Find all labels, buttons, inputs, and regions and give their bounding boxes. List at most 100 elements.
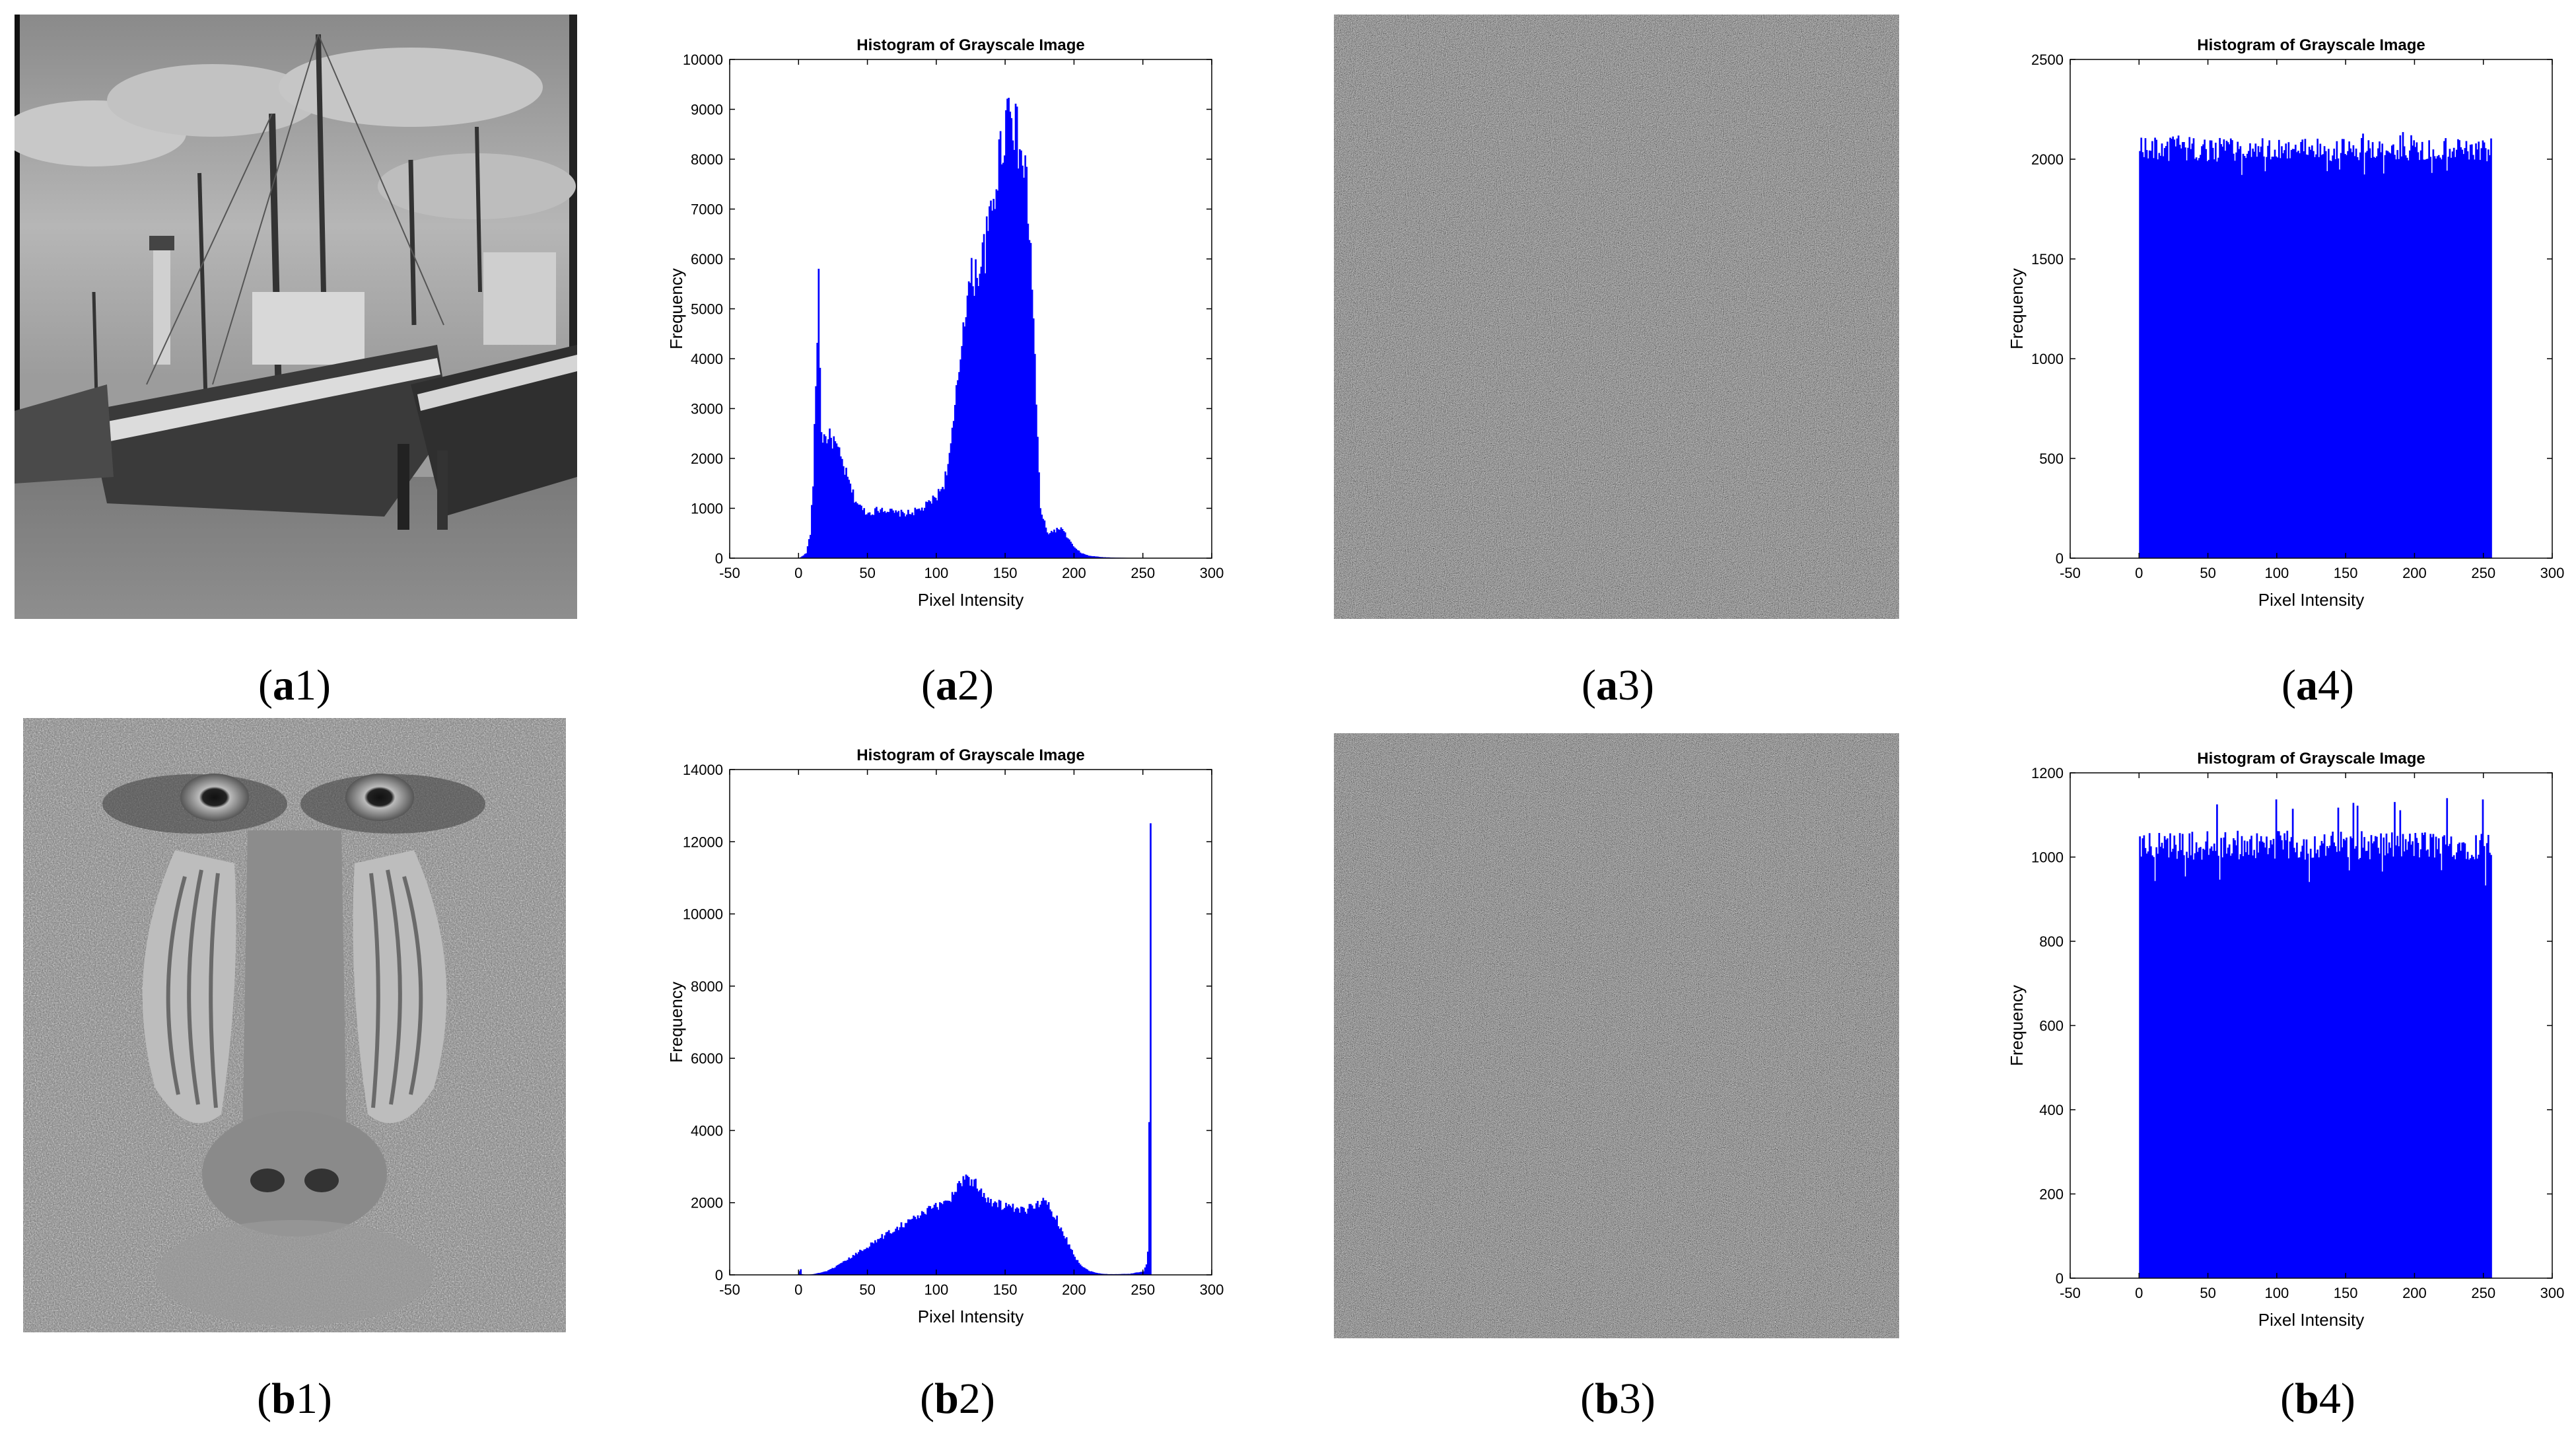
histogram-bar <box>981 242 984 558</box>
histogram-bar <box>1059 529 1061 558</box>
histogram-bar <box>2470 855 2473 1278</box>
histogram-bar <box>2145 150 2148 559</box>
histogram-bar <box>2178 833 2181 1278</box>
histogram-bar <box>2180 849 2182 1278</box>
histogram-bar <box>2409 150 2411 558</box>
histogram-bar <box>957 1183 959 1275</box>
histogram-bar <box>1098 1273 1101 1275</box>
histogram-bar <box>933 497 936 558</box>
histogram-bar <box>2285 143 2287 559</box>
histogram-bar <box>944 471 947 558</box>
histogram-bar <box>2287 858 2290 1278</box>
histogram-bar <box>2168 161 2170 558</box>
histogram-bar <box>2280 158 2281 558</box>
histogram-bar <box>1005 110 1007 559</box>
histogram-bar <box>1127 1274 1130 1275</box>
histogram-bar <box>860 505 862 558</box>
histogram-bar <box>2147 851 2149 1278</box>
histogram-bar <box>914 1217 917 1275</box>
histogram-bar <box>877 1239 879 1275</box>
histogram-bar <box>2476 858 2478 1278</box>
histogram-bar <box>2291 149 2294 559</box>
x-tick-label: 200 <box>1062 565 1086 581</box>
x-tick-label: -50 <box>719 1281 740 1298</box>
histogram-bar <box>948 452 951 558</box>
histogram-bar <box>2234 161 2236 559</box>
histogram-bar <box>868 512 871 558</box>
histogram-bar <box>951 1192 954 1275</box>
histogram-bar <box>2376 156 2378 559</box>
histogram-bar <box>2250 836 2252 1278</box>
histogram-bar <box>876 1242 878 1275</box>
histogram-bar <box>999 1200 1002 1275</box>
histogram-bar <box>2285 840 2287 1278</box>
histogram-bar <box>915 1219 918 1275</box>
histogram-bar <box>833 436 835 558</box>
histogram-bar <box>819 367 821 558</box>
histogram-bar <box>917 509 919 558</box>
histogram-bar <box>2396 150 2398 558</box>
histogram-bar <box>2311 857 2313 1278</box>
histogram-bar <box>2475 143 2477 559</box>
histogram-bar <box>2186 160 2188 559</box>
bars <box>800 98 1150 559</box>
histogram-bar <box>1057 1226 1060 1275</box>
histogram-bar <box>2231 853 2233 1278</box>
histogram-bar <box>2149 151 2152 558</box>
histogram-bar <box>2453 855 2455 1278</box>
histogram-bar <box>2379 141 2381 559</box>
x-axis-label: Pixel Intensity <box>2258 1310 2364 1330</box>
histogram-bar <box>2275 156 2278 559</box>
histogram-bar <box>915 509 918 558</box>
histogram-bar <box>892 1232 894 1275</box>
histogram-bar <box>1026 1213 1028 1275</box>
histogram-bar <box>2204 849 2206 1278</box>
histogram-bar <box>2424 159 2426 558</box>
histogram-bar <box>979 1190 981 1275</box>
histogram-bar <box>2408 160 2410 558</box>
histogram-bar <box>2271 157 2274 559</box>
histogram-bar <box>956 1192 957 1275</box>
histogram-bar <box>2486 161 2488 558</box>
histogram-bar <box>2355 846 2357 1278</box>
histogram-bar <box>965 1174 967 1275</box>
histogram-bar <box>2287 142 2290 558</box>
histogram-bar <box>971 258 973 558</box>
histogram-bar <box>2328 149 2330 558</box>
cipher-image-b3 <box>1334 733 1899 1338</box>
histogram-bar <box>1056 528 1058 558</box>
histogram-bar <box>2281 840 2283 1278</box>
y-tick-label: 600 <box>2039 1018 2064 1034</box>
histogram-bar <box>1134 1272 1136 1275</box>
histogram-bar <box>824 1271 827 1275</box>
histogram-bar <box>911 1219 913 1275</box>
histogram-bar <box>830 1269 832 1275</box>
histogram-bar <box>876 507 878 558</box>
histogram-bar <box>1035 404 1037 558</box>
histogram-bar <box>2474 859 2476 1278</box>
histogram-bar <box>924 1213 926 1275</box>
histogram-bar <box>2303 151 2305 559</box>
histogram-bar <box>2474 159 2476 558</box>
histogram-bar <box>870 515 872 558</box>
histogram-bar <box>823 434 825 558</box>
histogram-bar <box>1086 1269 1088 1275</box>
x-axis-label: Pixel Intensity <box>918 1307 1024 1326</box>
histogram-bar <box>1146 1251 1149 1275</box>
histogram-bar <box>2458 140 2460 558</box>
histogram-bar <box>1096 556 1098 558</box>
histogram-bar <box>907 509 909 558</box>
x-tick-label: 50 <box>859 565 875 581</box>
histogram-bar <box>2183 142 2185 559</box>
histogram-bar <box>2363 174 2365 558</box>
histogram-bar <box>1002 162 1004 558</box>
histogram-bar <box>2449 844 2451 1278</box>
histogram-bar <box>2181 834 2184 1278</box>
histogram-bar <box>1094 1272 1097 1275</box>
histogram-bar <box>2266 157 2268 558</box>
histogram-bar <box>2172 848 2175 1278</box>
baboon-photo-graphic <box>23 718 566 1332</box>
histogram-bar <box>2221 857 2224 1278</box>
y-tick-label: 1200 <box>2031 765 2064 781</box>
histogram-bar <box>952 1194 955 1275</box>
